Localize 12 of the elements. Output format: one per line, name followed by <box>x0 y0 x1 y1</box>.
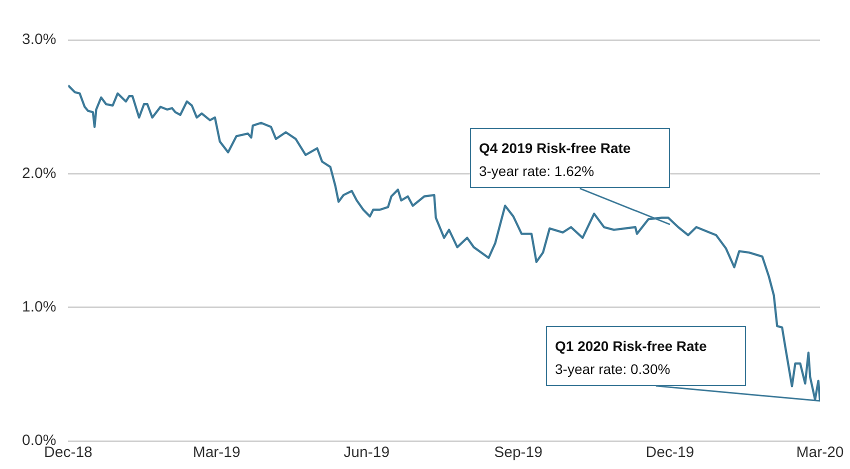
x-tick-label: Mar-20 <box>796 444 844 462</box>
callout-box: Q4 2019 Risk-free Rate 3-year rate: 1.62% <box>470 128 670 188</box>
x-tick-label: Dec-19 <box>646 444 694 462</box>
annotation: Q4 2019 Risk-free Rate 3-year rate: 1.62% <box>478 139 632 182</box>
callout-box: Q1 2020 Risk-free Rate 3-year rate: 0.30% <box>546 326 746 386</box>
annotation: Q1 2020 Risk-free Rate 3-year rate: 0.30% <box>555 336 708 379</box>
x-tick-label: Jun-19 <box>344 444 390 462</box>
y-tick-label: 1.0% <box>22 298 56 316</box>
y-tick-label: 3.0% <box>22 31 56 48</box>
y-tick-label: 2.0% <box>22 164 56 182</box>
x-tick-label: Sep-19 <box>494 444 542 462</box>
x-tick-label: Mar-19 <box>192 444 240 462</box>
